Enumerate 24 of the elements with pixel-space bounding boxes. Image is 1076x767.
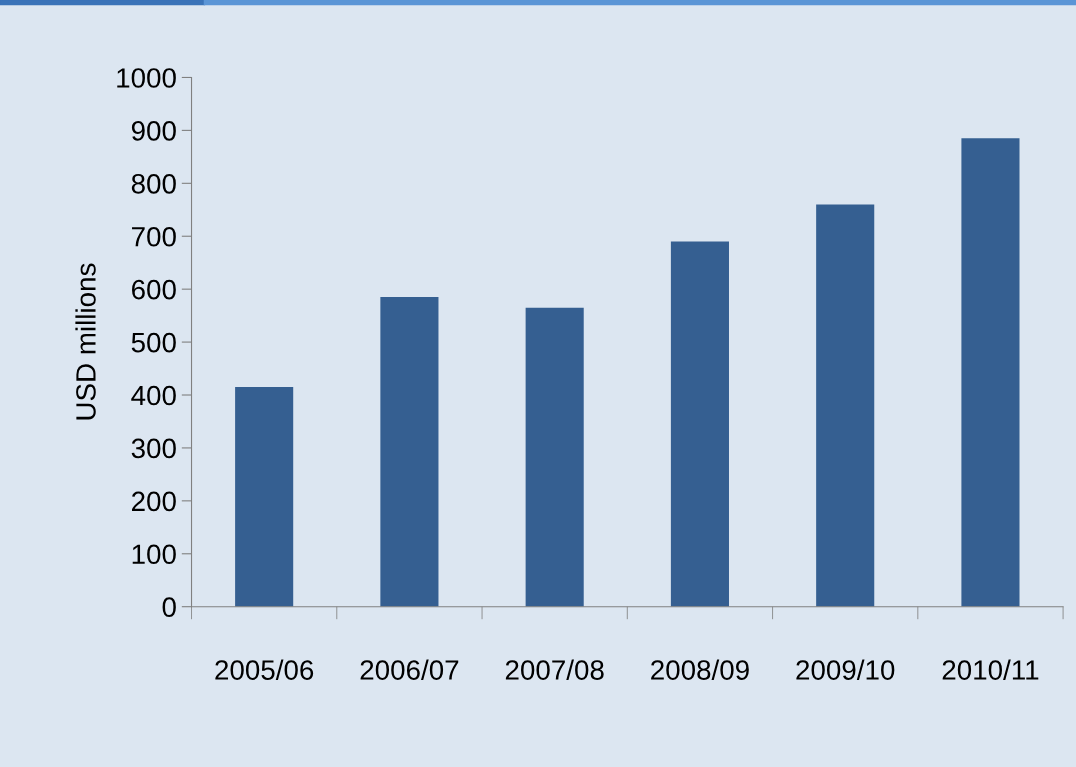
- y-tick-label: 600: [132, 279, 176, 300]
- y-tick-label: 200: [132, 491, 176, 512]
- bar: [380, 297, 439, 607]
- bar: [525, 307, 584, 607]
- y-tick-label: 800: [131, 173, 176, 194]
- x-tick-label: 2006/07: [360, 659, 459, 680]
- y-axis-title: USD millions: [75, 263, 96, 420]
- y-tick-label: 500: [131, 332, 176, 353]
- y-tick-label: 300: [131, 438, 176, 459]
- x-tick-label: 2007/08: [505, 659, 604, 680]
- x-tick-label: 2008/09: [651, 659, 749, 680]
- y-tick-label: 900: [131, 121, 176, 141]
- bar: [235, 387, 294, 607]
- y-tick-label: 1000: [117, 68, 176, 88]
- y-tick-label: 700: [132, 226, 176, 247]
- x-tick-label: 2010/11: [942, 659, 1039, 680]
- x-tick-label: 2005/06: [215, 659, 314, 680]
- bar: [670, 241, 729, 607]
- y-tick-label: 100: [132, 544, 176, 565]
- y-tick-label: 0: [162, 597, 176, 618]
- x-tick-label: 2009/10: [796, 659, 895, 680]
- bar: [816, 204, 875, 607]
- bar: [961, 138, 1020, 607]
- y-tick-label: 400: [131, 385, 176, 406]
